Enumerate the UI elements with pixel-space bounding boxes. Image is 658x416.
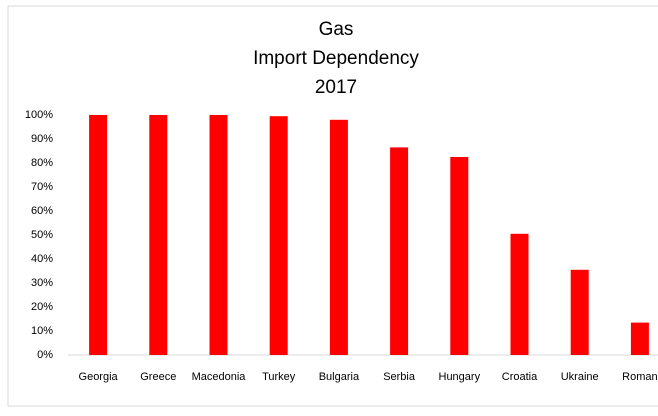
x-tick-label: Ukraine: [561, 371, 599, 383]
x-tick-label: Serbia: [383, 371, 416, 383]
bar: [570, 269, 589, 355]
x-tick-label: Croatia: [502, 371, 538, 383]
x-tick-label: Hungary: [439, 371, 481, 383]
y-tick-label: 10%: [31, 325, 53, 337]
x-tick-label: Roman: [622, 371, 657, 383]
y-tick-label: 50%: [31, 229, 53, 241]
bar: [390, 147, 409, 355]
y-tick-label: 40%: [31, 253, 53, 265]
chart-title: Import Dependency: [253, 48, 419, 69]
bar: [450, 157, 469, 355]
y-tick-label: 90%: [31, 133, 53, 145]
x-tick-label: Bulgaria: [319, 371, 360, 383]
y-tick-label: 60%: [31, 205, 53, 217]
bar: [630, 322, 649, 355]
y-tick-label: 0%: [37, 349, 53, 361]
y-tick-label: 80%: [31, 157, 53, 169]
y-tick-label: 20%: [31, 301, 53, 313]
x-tick-label: Greece: [140, 371, 176, 383]
bar: [510, 233, 529, 355]
x-tick-label: Georgia: [79, 371, 119, 383]
bar: [329, 119, 348, 355]
x-tick-label: Macedonia: [192, 371, 247, 383]
bar: [269, 116, 288, 355]
chart-title: 2017: [315, 77, 357, 98]
bar: [89, 115, 108, 355]
y-tick-label: 100%: [25, 109, 53, 121]
bar: [149, 115, 168, 355]
y-tick-label: 70%: [31, 181, 53, 193]
chart-title: Gas: [319, 19, 354, 40]
x-tick-label: Turkey: [262, 371, 296, 383]
y-tick-label: 30%: [31, 277, 53, 289]
bar: [209, 115, 228, 355]
